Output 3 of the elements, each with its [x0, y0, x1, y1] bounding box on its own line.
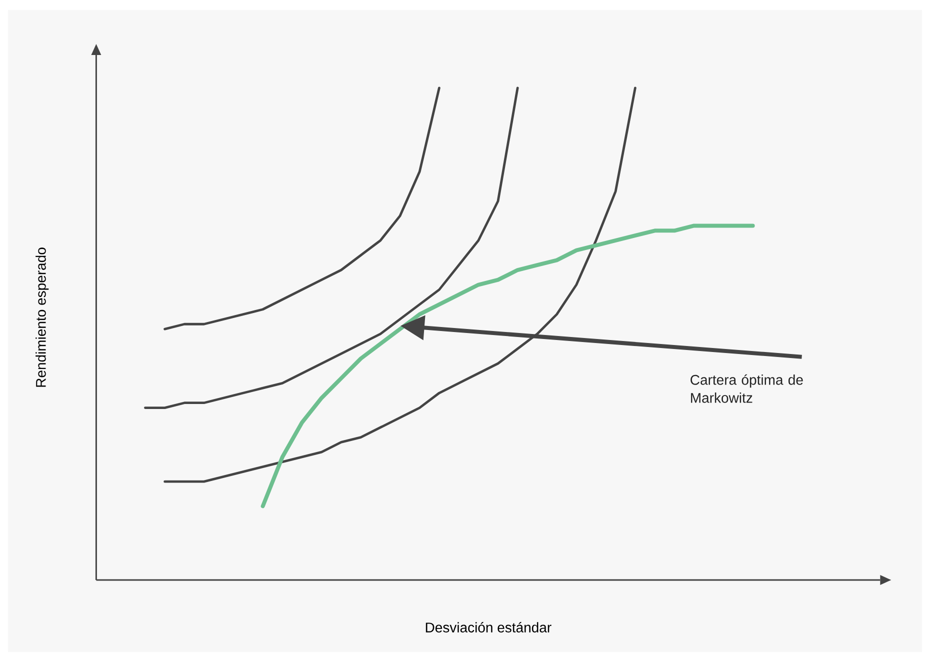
y-axis-title: Rendimiento esperado — [36, 248, 49, 387]
annotation: Cartera óptima de Markowitz — [690, 374, 803, 403]
x-axis-title: Desviación estándar — [426, 622, 552, 632]
